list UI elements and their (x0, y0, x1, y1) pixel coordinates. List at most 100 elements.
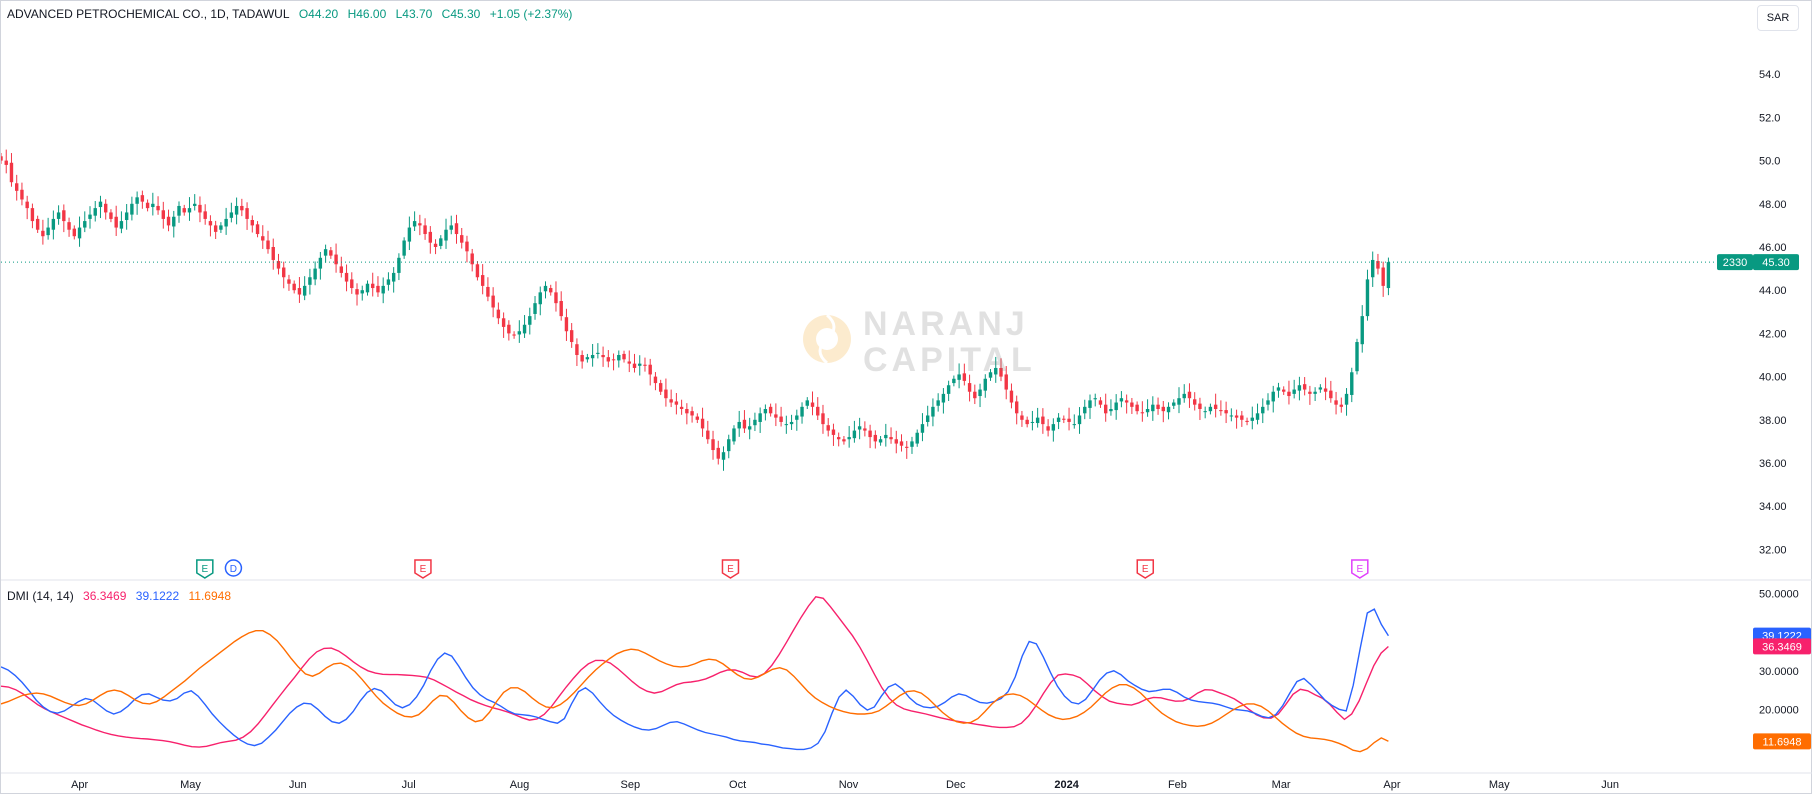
candle-body (805, 400, 809, 406)
earnings-marker (1136, 559, 1155, 579)
candle-body (313, 268, 317, 280)
candle-body (224, 218, 228, 227)
candle-body (1355, 342, 1359, 372)
candle-body (41, 230, 45, 237)
time-axis-tick: Apr (1383, 779, 1400, 791)
candle-body (706, 430, 710, 440)
candle-body (266, 240, 270, 250)
candle-body (1213, 404, 1218, 409)
candle-body (742, 419, 747, 429)
candle-body (187, 208, 192, 213)
candle-body (852, 430, 857, 439)
event-marker-label: E (420, 564, 427, 575)
candle-body (925, 415, 930, 422)
candle-body (198, 204, 202, 213)
candle-body (1339, 404, 1343, 407)
candle-body (1255, 413, 1260, 420)
dmi-axis-tick: 30.0000 (1759, 666, 1799, 678)
candle-body (617, 355, 621, 361)
candle-body (1004, 374, 1008, 390)
candle-body (1365, 279, 1370, 317)
watermark-line-2: CAPITAL (863, 341, 1036, 379)
candle-body (946, 385, 951, 394)
time-axis-tick: Jun (289, 779, 307, 791)
candle-body (1030, 421, 1035, 423)
time-axis-tick: May (180, 779, 201, 791)
candle-body (1077, 415, 1082, 425)
candle-body (910, 441, 914, 447)
earnings-marker (721, 559, 740, 579)
candle-body (1114, 402, 1118, 411)
candle-body (941, 393, 946, 403)
candle-body (967, 383, 972, 392)
candle-body (292, 283, 296, 291)
candle-body (145, 202, 150, 209)
time-axis-tick: Aug (510, 779, 530, 791)
candle-body (1062, 418, 1066, 420)
candle-body (1, 156, 3, 161)
candle-body (978, 389, 982, 397)
candle-body (810, 402, 815, 407)
candle-body (915, 432, 919, 444)
candle-body (873, 434, 878, 442)
candle-body (648, 364, 652, 375)
watermark-line-1: NARANJ (863, 305, 1029, 343)
candle-body (1119, 398, 1124, 402)
candle-body (397, 257, 401, 273)
candle-body (863, 428, 867, 431)
candle-body (1130, 402, 1134, 407)
candle-body (245, 208, 249, 219)
candle-body (711, 439, 715, 451)
candle-body (193, 203, 197, 206)
candle-body (1203, 411, 1207, 413)
candle-body (1297, 385, 1302, 391)
symbol-legend[interactable]: ADVANCED PETROCHEMICAL CO., 1D, TADAWUL … (7, 7, 578, 21)
time-axis-tick: Apr (71, 779, 88, 791)
candle-body (512, 334, 516, 336)
candle-body (1381, 267, 1385, 286)
candle-body (418, 223, 422, 226)
time-axis-tick: Oct (729, 779, 746, 791)
candle-body (1145, 409, 1150, 413)
currency-button[interactable]: SAR (1757, 5, 1799, 31)
candle-body (747, 426, 752, 430)
candle-body (1083, 406, 1087, 414)
candle-body (1166, 406, 1171, 413)
close-value: C45.30 (441, 7, 481, 21)
candle-body (208, 221, 213, 226)
candle-body (554, 292, 558, 304)
candle-body (1046, 426, 1050, 431)
candle-body (800, 406, 804, 417)
dmi-legend[interactable]: DMI (14, 14) 36.3469 39.1222 11.6948 (7, 589, 237, 603)
candle-body (83, 221, 87, 228)
candle-body (334, 254, 338, 265)
time-axis-tick: Jun (1601, 779, 1619, 791)
candle-body (428, 231, 433, 243)
candle-body (517, 331, 522, 335)
price-tag (1753, 254, 1799, 271)
candle-body (627, 361, 631, 364)
high-value: H46.00 (347, 7, 387, 21)
candle-body (1051, 424, 1056, 431)
candle-body (1156, 404, 1160, 409)
candle-body (365, 283, 370, 293)
candle-body (486, 286, 490, 297)
dmi-line-minusdi (1, 630, 1389, 753)
candle-body (234, 205, 239, 215)
minus-di-value: 11.6948 (188, 589, 232, 603)
candle-body (1240, 415, 1244, 420)
candle-body (339, 266, 344, 273)
candle-body (4, 160, 8, 165)
candle-body (1292, 389, 1296, 394)
candle-body (1229, 415, 1234, 417)
adx-value: 36.3469 (83, 589, 127, 603)
candle-body (156, 205, 160, 211)
price-axis-tick: 48.00 (1759, 199, 1787, 211)
candle-body (1360, 316, 1364, 345)
candle-body (1276, 387, 1281, 391)
candle-body (580, 355, 584, 362)
candle-body (261, 236, 265, 241)
candle-body (920, 424, 925, 433)
